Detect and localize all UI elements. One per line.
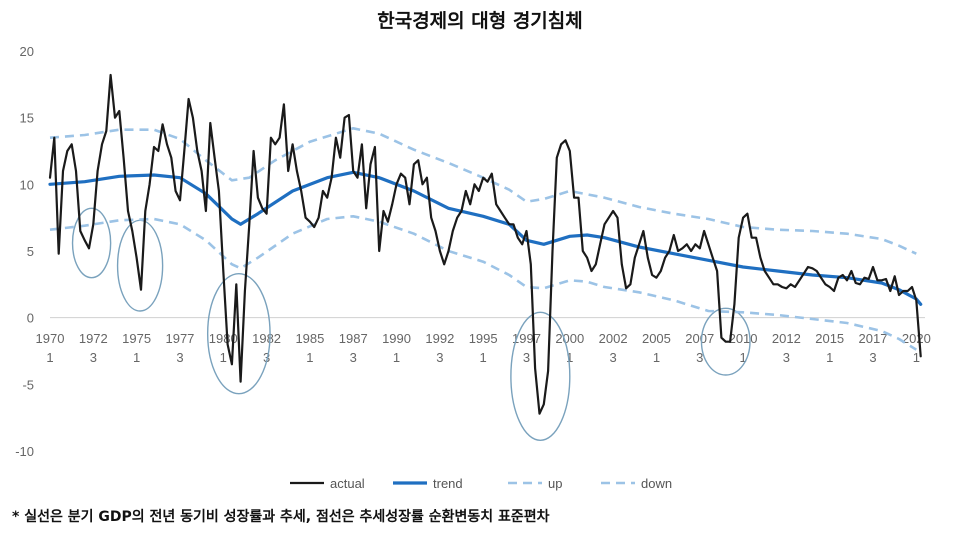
x-tick-quarter: 1 [393, 350, 400, 365]
x-tick-quarter: 3 [696, 350, 703, 365]
y-tick-label: 15 [20, 111, 34, 126]
x-tick-year: 1987 [339, 331, 368, 346]
x-tick-year: 1980 [209, 331, 238, 346]
series-line-actual [48, 73, 922, 415]
series-line-down [49, 215, 917, 351]
x-tick-year: 1990 [382, 331, 411, 346]
legend-label-actual: actual [330, 476, 365, 491]
x-tick-quarter: 3 [350, 350, 357, 365]
x-tick-year: 2017 [859, 331, 888, 346]
x-tick-quarter: 1 [133, 350, 140, 365]
x-tick-quarter: 1 [826, 350, 833, 365]
x-tick-year: 1977 [165, 331, 194, 346]
recession-highlight-ellipse [206, 272, 271, 395]
x-tick-year: 1972 [79, 331, 108, 346]
legend-label-down: down [641, 476, 672, 491]
x-tick-year: 1992 [425, 331, 454, 346]
x-tick-year: 2020 [902, 331, 931, 346]
y-axis-ticks: 20 15 10 5 0 -5 -10 [15, 44, 34, 459]
legend-label-trend: trend [433, 476, 463, 491]
legend-label-up: up [548, 476, 562, 491]
recession-highlight-ellipse [71, 207, 112, 279]
x-tick-year: 2012 [772, 331, 801, 346]
recession-highlight-ellipse [700, 307, 751, 376]
x-tick-quarter: 1 [46, 350, 53, 365]
x-tick-year: 2000 [555, 331, 584, 346]
x-tick-quarter: 1 [220, 350, 227, 365]
legend: actual trend up down [290, 476, 672, 491]
recession-highlight-ellipse [510, 311, 571, 442]
y-tick-label: 5 [27, 244, 34, 259]
series-lines [48, 73, 923, 415]
x-tick-quarter: 3 [523, 350, 530, 365]
x-tick-quarter: 1 [913, 350, 920, 365]
y-tick-label: -5 [22, 377, 34, 392]
x-tick-year: 2002 [599, 331, 628, 346]
x-tick-year: 1970 [36, 331, 65, 346]
x-tick-quarter: 1 [566, 350, 573, 365]
x-tick-year: 2015 [815, 331, 844, 346]
x-axis-ticks: 1970 1 1972 3 1975 1 1977 3 1980 1 1982 3 1985 1 1987 3… [36, 317, 931, 365]
x-tick-year: 1975 [122, 331, 151, 346]
y-tick-label: 20 [20, 44, 34, 59]
x-tick-quarter: 1 [306, 350, 313, 365]
x-tick-quarter: 3 [90, 350, 97, 365]
chart-title: 한국경제의 대형 경기침체 [377, 10, 583, 32]
x-tick-year: 1995 [469, 331, 498, 346]
x-tick-quarter: 1 [739, 350, 746, 365]
x-tick-year: 1985 [295, 331, 324, 346]
x-tick-quarter: 1 [480, 350, 487, 365]
x-tick-quarter: 3 [176, 350, 183, 365]
x-tick-quarter: 3 [436, 350, 443, 365]
footnote: * 실선은 분기 GDP의 전년 동기비 성장률과 추세, 점선은 추세성장률 … [12, 509, 550, 525]
x-tick-year: 1982 [252, 331, 281, 346]
recession-highlight-ellipse [116, 219, 164, 312]
x-tick-year: 2005 [642, 331, 671, 346]
y-tick-label: 10 [20, 177, 34, 192]
x-tick-year: 2010 [729, 331, 758, 346]
x-tick-year: 2007 [685, 331, 714, 346]
annotations [71, 207, 751, 442]
y-tick-label: -10 [15, 444, 34, 459]
series-line-up [49, 127, 917, 255]
y-tick-label: 0 [27, 311, 34, 326]
x-tick-quarter: 3 [783, 350, 790, 365]
x-tick-quarter: 1 [653, 350, 660, 365]
x-tick-quarter: 3 [610, 350, 617, 365]
x-tick-quarter: 3 [869, 350, 876, 365]
x-tick-quarter: 3 [263, 350, 270, 365]
